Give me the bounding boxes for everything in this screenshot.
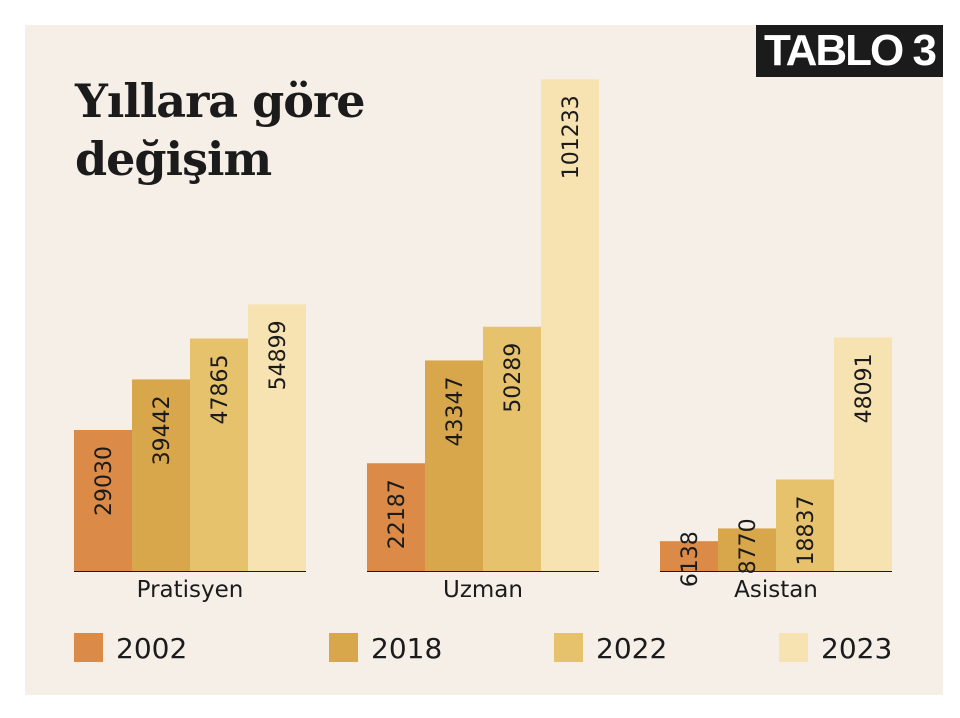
bar-value-label: 101233 <box>559 95 584 179</box>
bar <box>776 479 834 571</box>
bar <box>367 463 425 571</box>
bar-value-label: 47865 <box>208 355 233 425</box>
bar <box>483 326 541 571</box>
legend-swatch <box>329 633 358 662</box>
bar-value-label: 8770 <box>736 518 761 574</box>
category-label: Pratisyen <box>137 577 244 603</box>
bar-value-label: 29030 <box>92 446 117 516</box>
bar-value-label: 18837 <box>794 496 819 566</box>
legend-label: 2018 <box>371 632 442 665</box>
category-label: Uzman <box>443 577 523 603</box>
legend-label: 2022 <box>596 632 667 665</box>
legend-label: 2023 <box>821 632 892 665</box>
bar-value-label: 43347 <box>443 376 468 446</box>
bar-value-label: 48091 <box>852 353 877 423</box>
bar <box>74 429 132 571</box>
bar <box>190 338 248 571</box>
bar-value-label: 22187 <box>385 479 410 549</box>
bar <box>425 360 483 571</box>
bar <box>248 304 306 571</box>
table-badge: TABLO 3 <box>756 25 943 77</box>
legend-label: 2002 <box>116 632 187 665</box>
legend-swatch <box>74 633 103 662</box>
bar <box>541 79 599 571</box>
bar-value-label: 6138 <box>678 531 703 587</box>
bar-value-label: 39442 <box>150 395 175 465</box>
legend-swatch <box>554 633 583 662</box>
bar <box>132 379 190 571</box>
bar-value-label: 50289 <box>501 343 526 413</box>
bar-value-label: 54899 <box>266 320 291 390</box>
category-label: Asistan <box>734 577 818 603</box>
chart-title: Yıllara göre değişim <box>75 74 365 186</box>
bar <box>834 337 892 571</box>
bar <box>718 528 776 571</box>
legend-swatch <box>779 633 808 662</box>
bar <box>660 541 718 571</box>
